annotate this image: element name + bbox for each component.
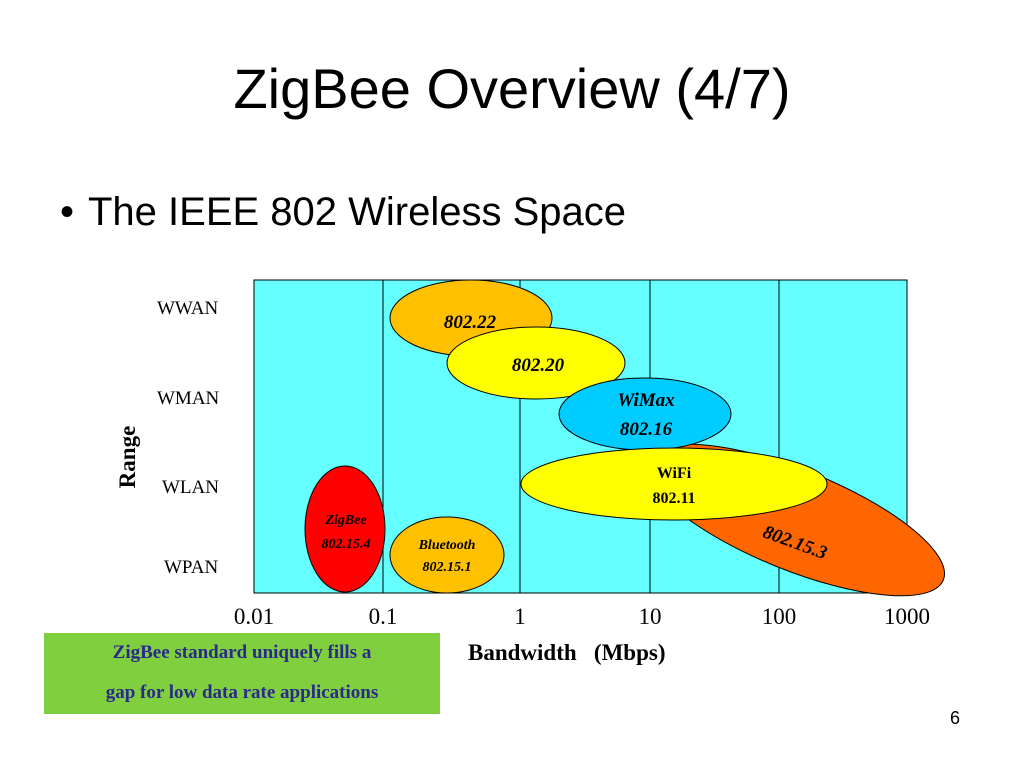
range-label-wpan: WPAN	[164, 557, 219, 578]
x-tick-10: 10	[638, 604, 662, 629]
callout-box: ZigBee standard uniquely fills a gap for…	[44, 633, 440, 714]
label-bluetooth-name: Bluetooth	[418, 538, 476, 553]
bullet-dot-icon: •	[60, 190, 75, 234]
ellipse-zigbee	[304, 465, 386, 593]
label-wimax-name: WiMax	[617, 390, 675, 411]
callout-line-2: gap for low data rate applications	[105, 682, 379, 703]
bullet-text: The IEEE 802 Wireless Space	[88, 190, 627, 234]
page-number: 6	[950, 708, 961, 728]
x-tick-1000: 1000	[884, 604, 930, 629]
label-802-22: 802.22	[444, 312, 497, 333]
x-tick-100: 100	[761, 604, 797, 629]
range-label-wman: WMAN	[157, 388, 220, 409]
slide-title: ZigBee Overview (4/7)	[233, 57, 791, 120]
label-zigbee-std: 802.15.4	[322, 537, 371, 552]
label-802-20: 802.20	[512, 355, 565, 376]
y-axis-label: Range	[115, 425, 140, 489]
ellipse-wifi	[520, 447, 828, 521]
x-tick-1: 1	[514, 604, 526, 629]
label-wifi-std: 802.11	[652, 490, 695, 507]
range-label-wwan: WWAN	[157, 298, 219, 319]
label-wimax-std: 802.16	[620, 419, 673, 440]
label-zigbee-name: ZigBee	[324, 513, 366, 528]
range-label-wlan: WLAN	[162, 477, 219, 498]
ellipse-bluetooth	[389, 516, 505, 594]
label-bluetooth-std: 802.15.1	[423, 560, 472, 575]
ellipse-802-20	[446, 326, 626, 400]
x-axis-label: Bandwidth (Mbps)	[468, 640, 666, 665]
label-wifi-name: WiFi	[657, 465, 692, 482]
callout-line-1: ZigBee standard uniquely fills a	[112, 642, 372, 663]
x-tick-0.1: 0.1	[368, 604, 398, 629]
bullet-item: • The IEEE 802 Wireless Space	[60, 190, 626, 235]
x-tick-0.01: 0.01	[233, 604, 275, 629]
